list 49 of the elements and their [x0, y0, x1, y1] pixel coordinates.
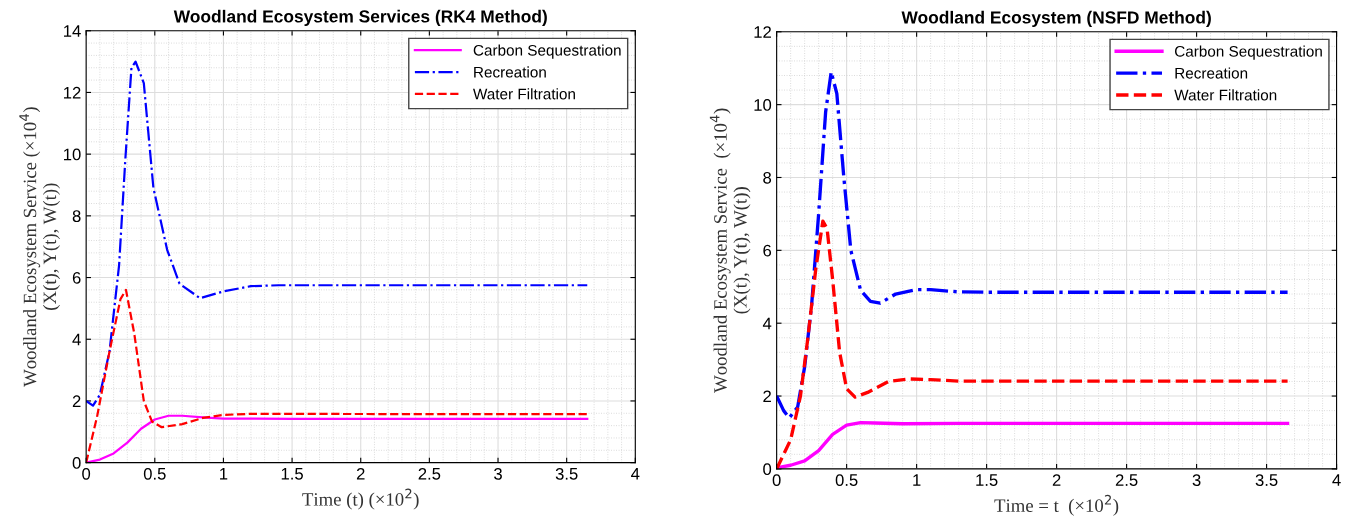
y-tick-label: 2 — [72, 395, 81, 407]
x-tick-label: 1.5 — [976, 474, 998, 486]
x-axis-title: Time = t (×10$^{2}$) — [994, 494, 1119, 516]
y-tick-label: 10 — [754, 99, 772, 111]
x-tick-label: 0.5 — [835, 474, 858, 486]
legend-label: Carbon Sequestration — [1174, 45, 1322, 60]
text: Woodland Ecosystem Service (×10$^{4}$) (X(t), Y(t), W(t)) — [709, 108, 751, 393]
y-tick-label: 0 — [72, 457, 81, 469]
y-tick-label: 8 — [763, 171, 772, 184]
chart-title: Woodland Ecosystem Services (RK4 Method) — [173, 9, 547, 27]
x-tick-label: 2.5 — [1115, 474, 1138, 486]
x-tick-label: 3.5 — [555, 467, 578, 480]
x-tick-label: 4 — [1332, 474, 1341, 486]
x-tick-label: 2 — [1052, 474, 1061, 486]
legend-label: Water Filtration — [1174, 89, 1277, 101]
x-tick-label: 1 — [220, 468, 228, 480]
x-tick-label: 1 — [913, 474, 921, 486]
y-tick-label: 4 — [762, 317, 772, 330]
line-series — [776, 420, 1290, 469]
line-series — [776, 219, 1290, 469]
y-tick-label: 14 — [64, 25, 81, 37]
x-tick-label: 2.5 — [418, 467, 441, 480]
legend-label: Carbon Sequestration — [473, 44, 621, 59]
y-tick-label: 2 — [763, 390, 771, 403]
y-tick-label: 8 — [72, 210, 81, 223]
chart-title: Woodland Ecosystem (NSFD Method) — [901, 10, 1211, 28]
y-tick-label: 6 — [763, 244, 772, 257]
y-tick-label: 4 — [72, 333, 81, 346]
text: Woodland Ecosystem Service (×10$^{4}$) (X(t), Y(t), W(t)) — [19, 107, 60, 387]
y-tick-label: 12 — [754, 26, 771, 38]
line-series — [86, 60, 589, 407]
line-series — [86, 288, 589, 463]
legend-label: Recreation — [474, 66, 546, 78]
x-tick-label: 3 — [1192, 474, 1201, 486]
x-tick-label: 0.5 — [143, 467, 166, 480]
x-tick-label: 0 — [772, 474, 781, 486]
x-tick-label: 4 — [631, 468, 640, 480]
x-axis-title: Time (t) (×10$^{2}$) — [302, 488, 419, 510]
legend-label: Water Filtration — [473, 88, 575, 100]
y-tick-label: 12 — [64, 86, 81, 99]
legend-label: Recreation — [1175, 67, 1248, 79]
x-tick-label: 0 — [82, 467, 91, 480]
x-tick-label: 3.5 — [1255, 474, 1278, 486]
x-tick-label: 3 — [494, 467, 502, 480]
x-tick-label: 2 — [356, 467, 365, 480]
line-series — [86, 414, 589, 463]
y-tick-label: 10 — [64, 148, 81, 161]
x-tick-label: 1.5 — [281, 468, 303, 480]
y-tick-label: 6 — [72, 271, 81, 284]
